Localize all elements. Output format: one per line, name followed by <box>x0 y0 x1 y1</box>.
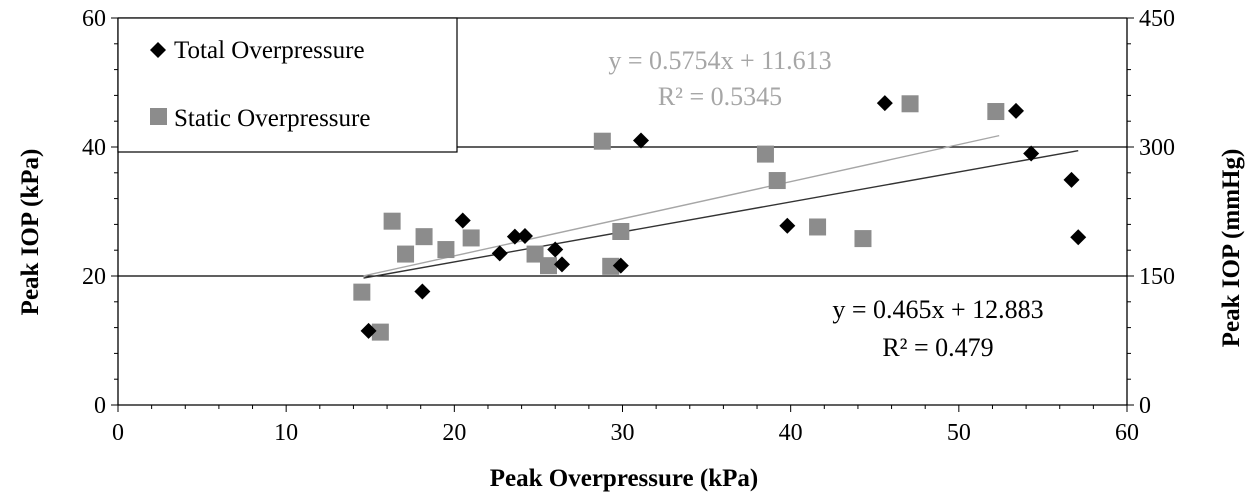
total-point <box>491 245 508 262</box>
legend-box <box>117 17 458 153</box>
y2-tick-label: 300 <box>1139 135 1175 161</box>
x-tick-label: 0 <box>112 420 124 446</box>
total-point <box>454 212 471 229</box>
total-point <box>612 257 629 274</box>
static-point <box>353 283 371 301</box>
legend-label-total: Total Overpressure <box>174 37 365 64</box>
static-point <box>371 323 389 341</box>
static-point <box>462 229 480 247</box>
total-equation-text: y = 0.465x + 12.883 <box>832 295 1043 324</box>
y2-tick-label: 450 <box>1139 6 1175 32</box>
legend-diamond-marker <box>150 42 166 58</box>
total-point <box>414 283 431 300</box>
total-point <box>516 228 533 245</box>
static-point <box>809 218 827 236</box>
total-point <box>1008 102 1025 119</box>
x-tick-label: 50 <box>947 420 971 446</box>
static-point <box>540 257 558 275</box>
legend-square-marker <box>150 108 167 125</box>
trendlines <box>363 134 1079 279</box>
static-point <box>526 245 544 263</box>
y-tick-label: 40 <box>82 135 106 161</box>
data-points <box>353 95 1087 341</box>
x-tick-label: 40 <box>779 420 803 446</box>
static-point <box>415 228 433 246</box>
static-r2-text: R² = 0.5345 <box>658 82 782 111</box>
static-point <box>768 172 786 190</box>
static-trendline <box>363 134 1000 277</box>
static-trend-equation: y = 0.5754x + 11.613 R² = 0.5345 <box>608 46 831 111</box>
y-axis-title: Peak IOP (kPa) <box>17 149 44 316</box>
static-point <box>437 241 455 259</box>
total-point <box>506 228 523 245</box>
total-r2-text: R² = 0.479 <box>882 333 993 362</box>
x-tick-label: 20 <box>442 420 466 446</box>
total-trend-equation: y = 0.465x + 12.883 R² = 0.479 <box>832 295 1043 362</box>
static-point <box>987 103 1005 121</box>
static-point <box>756 145 774 163</box>
total-point <box>547 241 564 258</box>
total-trendline <box>363 149 1079 279</box>
grid <box>118 146 1127 277</box>
static-point <box>901 95 919 113</box>
y-tick-label: 0 <box>94 393 106 419</box>
total-point <box>779 217 796 234</box>
total-point <box>1063 171 1080 188</box>
y2-axis-title: Peak IOP (mmHg) <box>1218 149 1245 348</box>
static-point <box>383 212 401 230</box>
static-point <box>854 230 872 248</box>
static-equation-text: y = 0.5754x + 11.613 <box>608 46 831 75</box>
x-tick-label: 10 <box>274 420 298 446</box>
total-point <box>553 256 570 273</box>
x-axis-title: Peak Overpressure (kPa) <box>490 465 758 492</box>
total-point <box>632 132 649 149</box>
x-tick-label: 30 <box>611 420 635 446</box>
y-tick-label: 20 <box>82 264 106 290</box>
y2-tick-label: 0 <box>1139 393 1151 419</box>
y2-tick-label: 150 <box>1139 264 1175 290</box>
total-point <box>1070 229 1087 246</box>
total-point <box>876 95 893 112</box>
y-tick-label: 60 <box>82 6 106 32</box>
legend-label-static: Static Overpressure <box>174 105 370 132</box>
static-point <box>593 132 611 150</box>
total-point <box>360 322 377 339</box>
static-point <box>612 222 630 240</box>
legend: Total Overpressure Static Overpressure <box>117 17 458 153</box>
total-point <box>1023 145 1040 162</box>
static-point <box>602 257 620 275</box>
x-tick-label: 60 <box>1115 420 1139 446</box>
static-point <box>397 245 415 263</box>
